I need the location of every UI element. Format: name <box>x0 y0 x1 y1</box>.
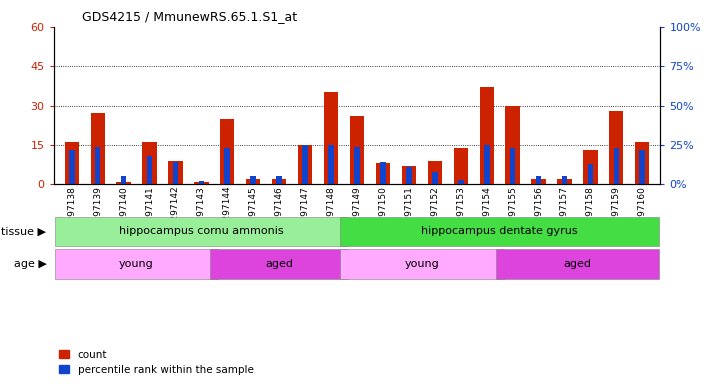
Bar <box>583 150 598 184</box>
Bar <box>246 179 261 184</box>
Bar <box>402 166 416 184</box>
Text: aged: aged <box>265 259 293 269</box>
Bar <box>380 162 386 184</box>
Bar <box>484 145 490 184</box>
Text: GSM297151: GSM297151 <box>404 186 413 241</box>
Bar <box>272 179 286 184</box>
Bar <box>635 142 650 184</box>
Bar <box>69 150 74 184</box>
Bar <box>432 172 438 184</box>
Bar <box>558 179 572 184</box>
Text: GSM297147: GSM297147 <box>301 186 310 241</box>
Text: GSM297157: GSM297157 <box>560 186 569 241</box>
Bar <box>506 106 520 184</box>
Text: young: young <box>404 259 439 269</box>
Bar <box>173 162 178 184</box>
Bar <box>55 217 348 246</box>
Text: GSM297158: GSM297158 <box>586 186 595 241</box>
Bar <box>428 161 442 184</box>
Bar <box>562 177 568 184</box>
Bar <box>480 87 494 184</box>
Text: GSM297142: GSM297142 <box>171 186 180 240</box>
Text: GSM297150: GSM297150 <box>378 186 388 241</box>
Text: GSM297154: GSM297154 <box>482 186 491 241</box>
Text: GSM297144: GSM297144 <box>223 186 232 240</box>
Text: GSM297148: GSM297148 <box>326 186 336 241</box>
Bar <box>453 147 468 184</box>
Bar <box>340 249 503 279</box>
Bar <box>406 167 412 184</box>
Bar <box>298 145 312 184</box>
Bar <box>531 179 545 184</box>
Bar <box>340 217 659 246</box>
Text: GSM297152: GSM297152 <box>431 186 439 241</box>
Bar <box>276 177 282 184</box>
Text: GSM297160: GSM297160 <box>638 186 647 241</box>
Text: GSM297149: GSM297149 <box>353 186 361 241</box>
Text: GSM297156: GSM297156 <box>534 186 543 241</box>
Bar <box>376 163 390 184</box>
Text: GSM297146: GSM297146 <box>275 186 283 241</box>
Bar <box>302 145 308 184</box>
Text: GSM297139: GSM297139 <box>93 186 102 241</box>
Bar <box>116 182 131 184</box>
Bar <box>121 177 126 184</box>
Bar <box>64 142 79 184</box>
Bar <box>55 249 218 279</box>
Text: young: young <box>119 259 154 269</box>
Text: hippocampus dentate gyrus: hippocampus dentate gyrus <box>421 226 578 237</box>
Text: GSM297155: GSM297155 <box>508 186 517 241</box>
Bar <box>588 164 593 184</box>
Text: aged: aged <box>563 259 591 269</box>
Bar <box>328 145 334 184</box>
Legend: count, percentile rank within the sample: count, percentile rank within the sample <box>59 350 253 375</box>
Bar <box>91 114 105 184</box>
Text: hippocampus cornu ammonis: hippocampus cornu ammonis <box>119 226 283 237</box>
Text: GSM297153: GSM297153 <box>456 186 466 241</box>
Bar <box>224 148 230 184</box>
Bar <box>354 147 360 184</box>
Bar <box>142 142 156 184</box>
Bar <box>324 93 338 184</box>
Text: tissue ▶: tissue ▶ <box>1 226 46 237</box>
Bar <box>350 116 364 184</box>
Bar <box>609 111 623 184</box>
Bar <box>458 180 463 184</box>
Text: GSM297159: GSM297159 <box>612 186 621 241</box>
Bar <box>169 161 183 184</box>
Bar <box>146 156 152 184</box>
Bar <box>198 181 204 184</box>
Bar <box>496 249 659 279</box>
Bar <box>640 150 645 184</box>
Text: GSM297141: GSM297141 <box>145 186 154 241</box>
Bar <box>536 177 541 184</box>
Bar <box>220 119 234 184</box>
Bar <box>510 148 516 184</box>
Text: GSM297143: GSM297143 <box>197 186 206 241</box>
Bar <box>95 147 101 184</box>
Text: GDS4215 / MmunewRS.65.1.S1_at: GDS4215 / MmunewRS.65.1.S1_at <box>82 10 297 23</box>
Text: GSM297140: GSM297140 <box>119 186 128 241</box>
Bar <box>613 148 619 184</box>
Bar <box>251 177 256 184</box>
Text: age ▶: age ▶ <box>14 259 46 269</box>
Text: GSM297145: GSM297145 <box>248 186 258 241</box>
Text: GSM297138: GSM297138 <box>67 186 76 241</box>
Bar <box>211 249 348 279</box>
Bar <box>194 182 208 184</box>
